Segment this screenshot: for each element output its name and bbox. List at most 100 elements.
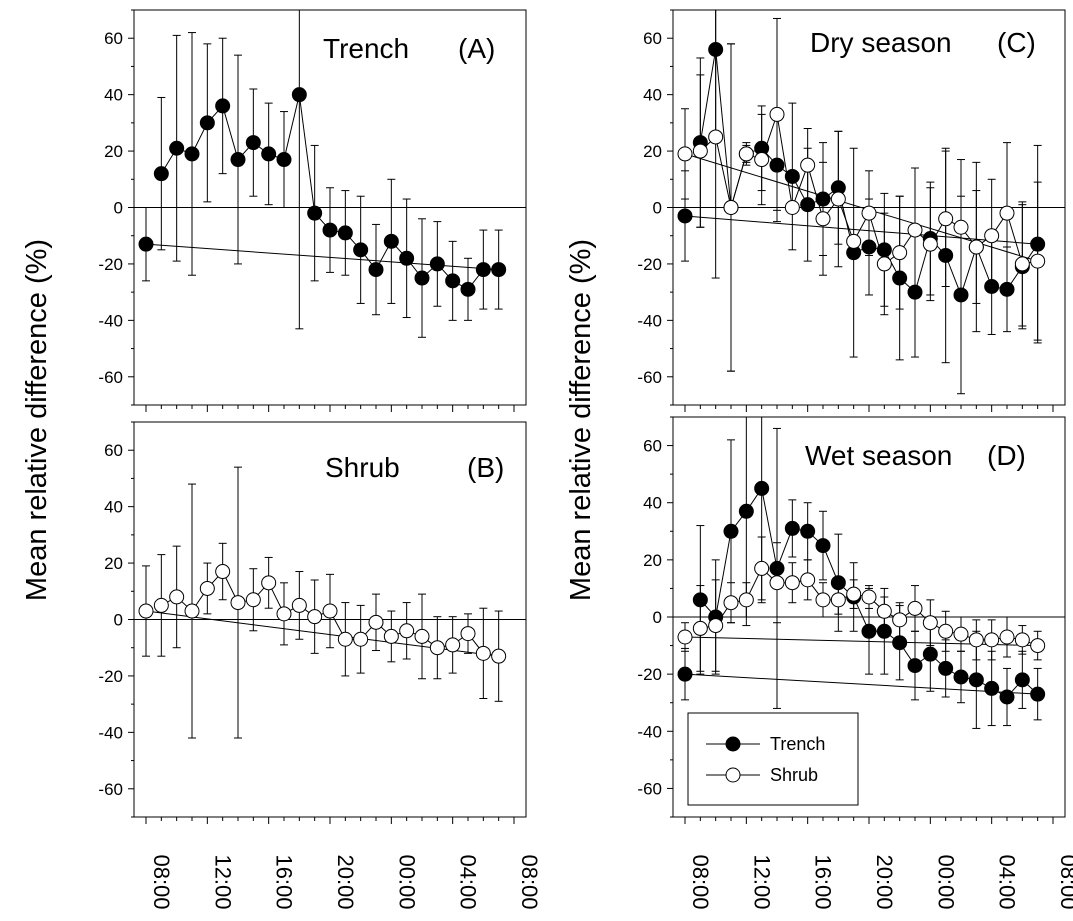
data-point — [876, 256, 892, 272]
y-tick-label: -20 — [98, 667, 123, 686]
y-tick-label: -60 — [637, 779, 662, 798]
y-tick-label: 60 — [104, 29, 123, 48]
y-tick-label: 60 — [643, 437, 662, 456]
data-point — [846, 233, 862, 249]
data-point — [322, 603, 338, 619]
y-axis-label-right: Mean relative difference (%) — [565, 239, 597, 601]
data-point — [276, 152, 292, 168]
x-tick-label: 08:00 — [1056, 854, 1073, 909]
data-point — [460, 281, 476, 297]
data-point — [754, 560, 770, 576]
panel-label: (B) — [467, 452, 504, 483]
data-point — [999, 205, 1015, 221]
data-point — [169, 589, 185, 605]
panel-title: Trench — [323, 33, 409, 64]
data-point — [738, 592, 754, 608]
data-point — [800, 523, 816, 539]
data-point — [861, 589, 877, 605]
x-tick-label: 00:00 — [394, 854, 419, 909]
legend: Trench Shrub — [687, 712, 859, 806]
data-point — [708, 129, 724, 145]
series-trench — [138, 10, 507, 338]
data-point — [230, 152, 246, 168]
data-point — [138, 236, 154, 252]
data-point — [199, 115, 215, 131]
panel-C: -60 -40 -20 0 20 40 60 Dry season (C) — [637, 9, 1066, 412]
data-point — [800, 572, 816, 588]
data-point — [353, 242, 369, 258]
data-point — [907, 600, 923, 616]
data-point — [754, 152, 770, 168]
data-point — [1030, 638, 1046, 654]
data-point — [815, 538, 831, 554]
data-point — [723, 523, 739, 539]
data-point — [184, 603, 200, 619]
panel-label: (D) — [987, 440, 1026, 471]
data-point — [491, 648, 507, 664]
data-point — [723, 595, 739, 611]
data-point — [922, 615, 938, 631]
y-tick-label: -60 — [637, 368, 662, 387]
data-point — [291, 87, 307, 103]
y-tick-label: 20 — [104, 142, 123, 161]
legend-trench-label: Trench — [770, 734, 825, 754]
data-point — [861, 205, 877, 221]
data-point — [784, 168, 800, 184]
y-tick-label: -60 — [98, 368, 123, 387]
data-point — [846, 586, 862, 602]
panel-title: Shrub — [325, 452, 400, 483]
data-point — [475, 645, 491, 661]
y-axis-label-left: Mean relative difference (%) — [21, 239, 53, 601]
series-line — [145, 94, 499, 290]
y-tick-label: -20 — [98, 255, 123, 274]
data-point — [907, 222, 923, 238]
data-point — [414, 270, 430, 286]
data-point — [922, 646, 938, 662]
y-tick-label: 0 — [653, 608, 662, 627]
legend-shrub-marker — [725, 767, 741, 783]
data-point — [475, 262, 491, 278]
data-point — [968, 239, 984, 255]
data-point — [429, 640, 445, 656]
y-tick-label: -20 — [637, 665, 662, 684]
y-tick-label: 0 — [114, 611, 123, 630]
data-point — [999, 281, 1015, 297]
data-point — [938, 211, 954, 227]
x-tick-label: 20:00 — [333, 854, 358, 909]
legend-shrub-label: Shrub — [770, 765, 818, 785]
data-point — [230, 595, 246, 611]
panel-title: Dry season — [810, 27, 952, 58]
y-tick-label: -40 — [98, 723, 123, 742]
data-point — [984, 228, 1000, 244]
data-point — [245, 135, 261, 151]
data-point — [383, 628, 399, 644]
data-point — [968, 632, 984, 648]
y-tick-label: 20 — [643, 551, 662, 570]
y-tick-label: 20 — [104, 554, 123, 573]
y-tick-label: -40 — [637, 311, 662, 330]
x-tick-label: 20:00 — [872, 854, 897, 909]
series-shrub — [138, 466, 507, 739]
series-line — [684, 114, 1038, 265]
y-tick-label: 40 — [643, 86, 662, 105]
data-point — [754, 480, 770, 496]
data-point — [953, 669, 969, 685]
data-point — [876, 623, 892, 639]
x-tick-label: 16:00 — [272, 854, 297, 909]
data-point — [169, 140, 185, 156]
panel-D: -60 -40 -20 0 20 40 60 08:00 12:00 16:00 20:00 00:0… — [637, 416, 1073, 910]
data-point — [184, 146, 200, 162]
series-line — [684, 49, 1039, 297]
data-point — [784, 520, 800, 536]
y-tick-label: -40 — [98, 311, 123, 330]
data-point — [491, 262, 507, 278]
data-point — [938, 660, 954, 676]
data-point — [199, 580, 215, 596]
plot-area — [138, 10, 507, 338]
x-tick-label: 08:00 — [149, 854, 174, 909]
data-point — [892, 612, 908, 628]
series-trench — [677, 10, 1046, 395]
data-point — [245, 592, 261, 608]
x-tick-label: 08:00 — [517, 854, 542, 909]
